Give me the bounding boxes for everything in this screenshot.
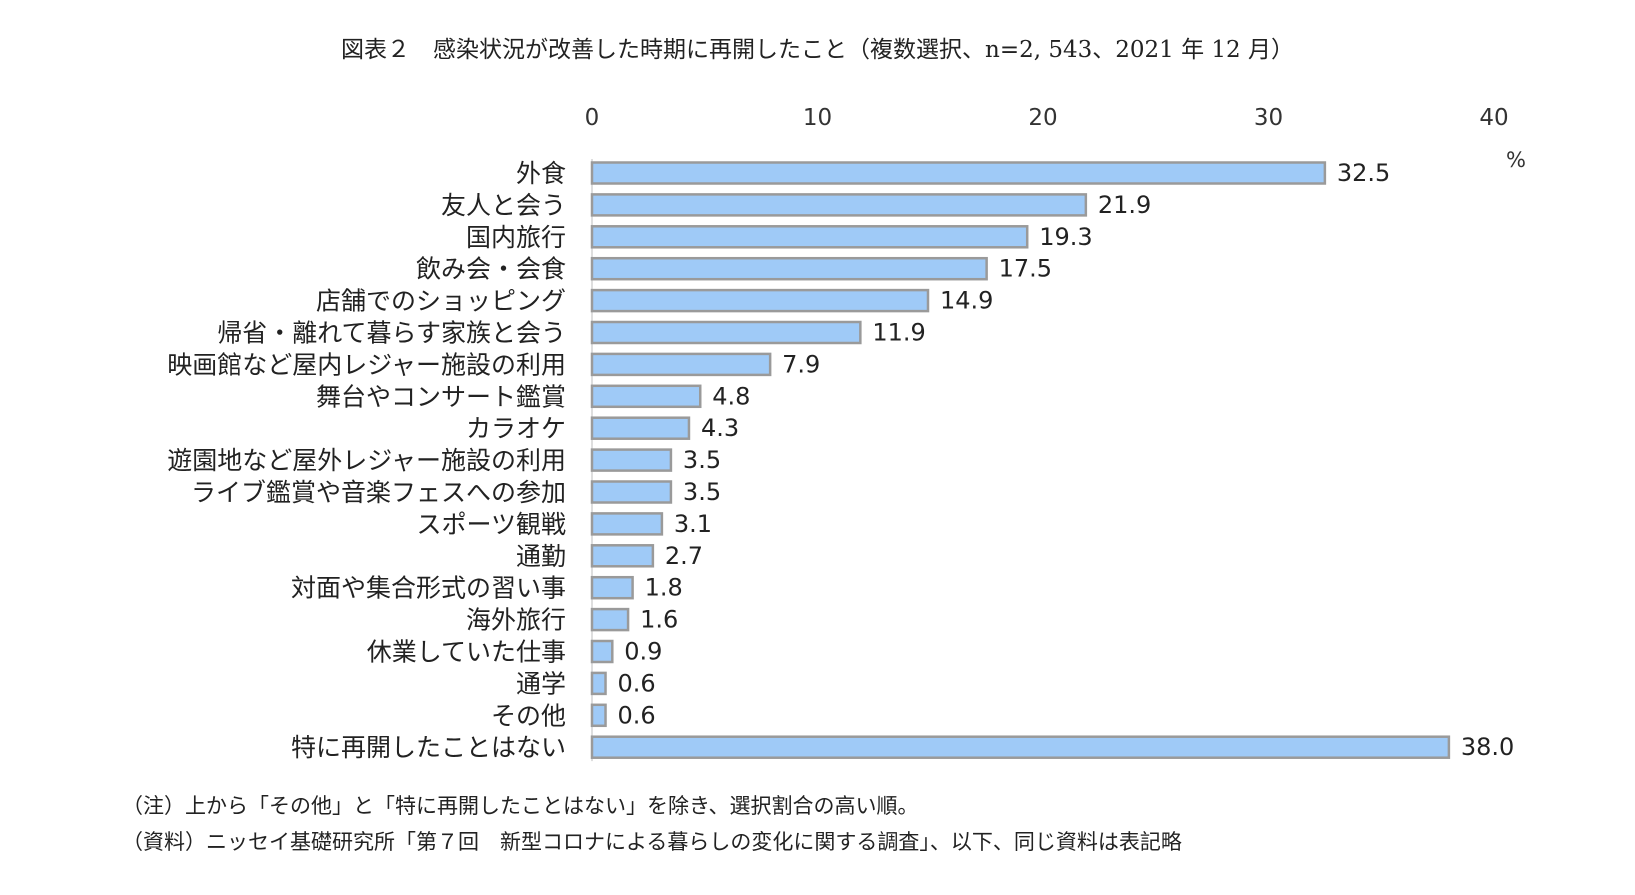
- category-label: 通勤: [516, 542, 566, 571]
- category-label: 海外旅行: [466, 606, 566, 635]
- bar: [590, 256, 988, 281]
- bar: [590, 416, 691, 440]
- category-label: 帰省・離れて暮らす家族と会う: [217, 319, 566, 348]
- category-label: 特に再開したことはない: [291, 733, 566, 762]
- chart-title: 図表２ 感染状況が改善した時期に再開したこと（複数選択、n=2, 543、202…: [341, 37, 1294, 63]
- bar: [590, 607, 630, 632]
- bar: [590, 352, 772, 377]
- data-label: 11.9: [872, 319, 925, 347]
- category-label: 国内旅行: [466, 223, 566, 252]
- x-tick-label: 20: [1028, 105, 1057, 131]
- footnote-source: （資料）ニッセイ基礎研究所「第７回 新型コロナによる暮らしの変化に関する調査」、…: [122, 830, 1182, 854]
- unit-label: %: [1506, 148, 1526, 172]
- data-label: 3.5: [683, 446, 721, 474]
- category-label: スポーツ観戦: [416, 510, 566, 539]
- data-label: 19.3: [1039, 223, 1092, 251]
- data-label: 38.0: [1461, 733, 1514, 761]
- bar: [590, 320, 862, 345]
- x-tick-label: 10: [803, 105, 832, 131]
- data-label: 17.5: [999, 255, 1052, 283]
- data-label: 1.8: [645, 574, 683, 602]
- data-label: 21.9: [1098, 191, 1151, 219]
- category-label: ライブ鑑賞や音楽フェスへの参加: [191, 478, 566, 507]
- category-label: 店舗でのショッピング: [316, 287, 566, 316]
- bar: [590, 639, 614, 664]
- bar: [590, 448, 673, 472]
- category-label: 友人と会う: [441, 191, 566, 220]
- data-label: 3.5: [683, 478, 721, 506]
- footnote-note: （注）上から「その他」と「特に再開したことはない」を除き、選択割合の高い順。: [122, 794, 919, 818]
- bar: [590, 575, 634, 600]
- category-label: カラオケ: [466, 414, 566, 443]
- bar: [590, 512, 664, 536]
- bar: [590, 288, 930, 313]
- data-label: 0.9: [624, 638, 662, 666]
- data-label: 3.1: [674, 510, 712, 538]
- data-label: 4.8: [712, 382, 750, 410]
- bar: [590, 384, 702, 409]
- bar: [590, 544, 655, 568]
- data-label: 1.6: [640, 606, 678, 634]
- category-label: 映画館など屋内レジャー施設の利用: [167, 350, 566, 379]
- data-label: 2.7: [665, 542, 703, 570]
- x-tick-label: 40: [1479, 105, 1508, 131]
- data-label: 7.9: [782, 350, 820, 378]
- data-label: 32.5: [1337, 159, 1390, 187]
- bar: [590, 161, 1327, 185]
- category-label: その他: [491, 701, 566, 730]
- data-label: 4.3: [701, 414, 739, 442]
- category-label: 飲み会・会食: [416, 255, 566, 284]
- bar: [590, 480, 673, 504]
- x-tick-label: 30: [1254, 105, 1283, 131]
- category-label: 休業していた仕事: [367, 638, 566, 667]
- category-label: 外食: [516, 159, 566, 188]
- category-label: 遊園地など屋外レジャー施設の利用: [167, 446, 566, 475]
- category-label: 対面や集合形式の習い事: [291, 574, 566, 603]
- bar: [590, 225, 1029, 249]
- category-label: 舞台やコンサート鑑賞: [316, 382, 566, 411]
- bar: [590, 193, 1088, 217]
- category-label: 通学: [516, 669, 566, 698]
- bar: [590, 703, 607, 728]
- data-label: 0.6: [618, 701, 656, 729]
- x-tick-label: 0: [585, 105, 600, 131]
- bar: [590, 671, 607, 696]
- bar: [590, 735, 1451, 759]
- data-label: 0.6: [618, 669, 656, 697]
- data-label: 14.9: [940, 287, 993, 315]
